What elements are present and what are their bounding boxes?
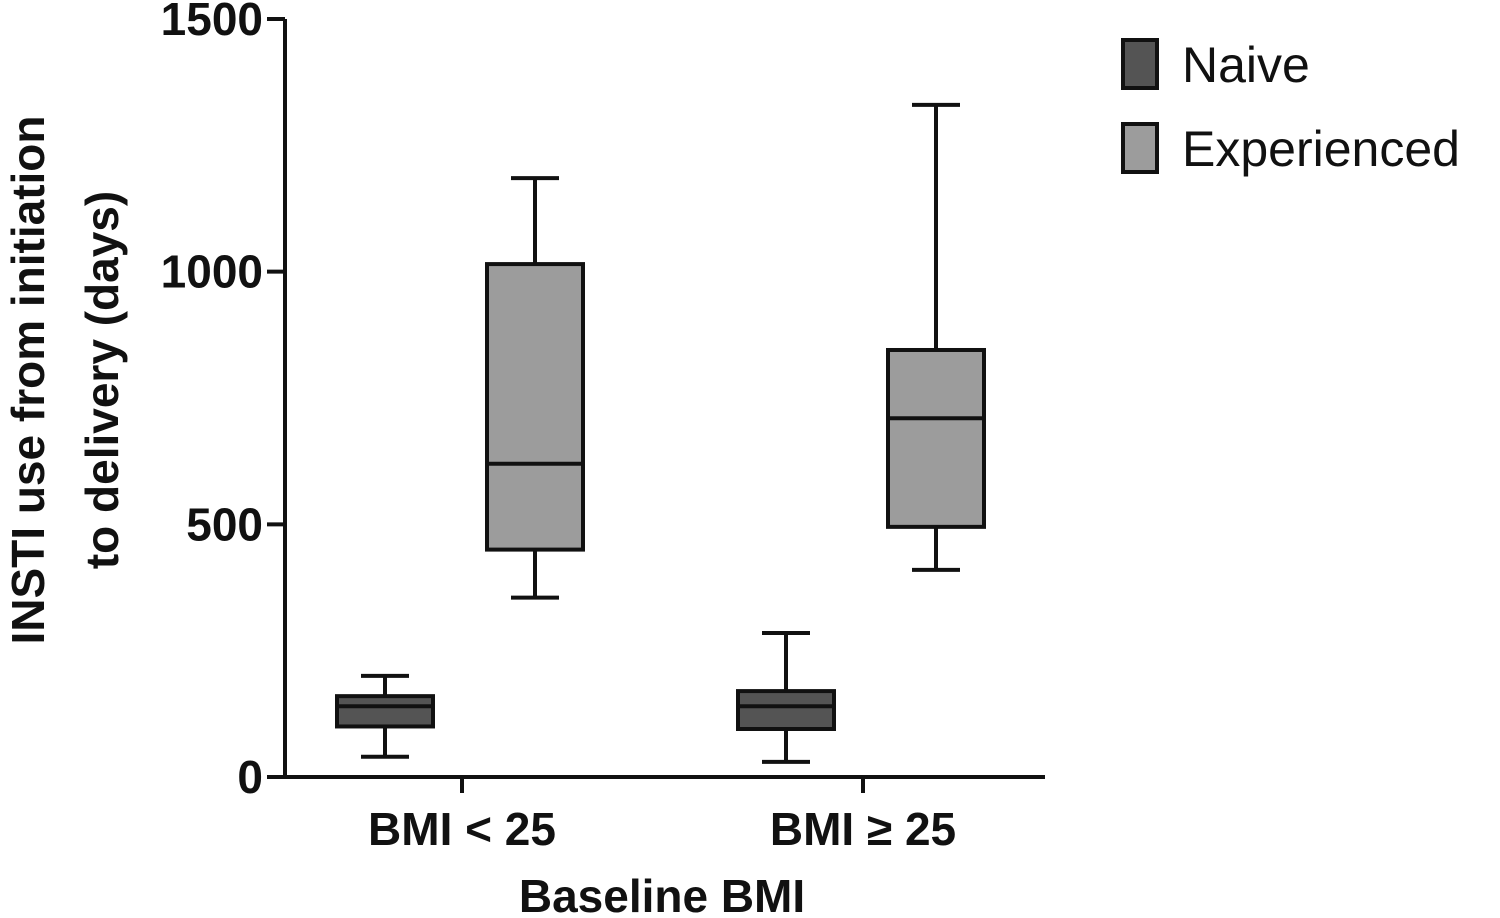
y-tick-label: 1500 bbox=[161, 0, 263, 45]
axes bbox=[283, 19, 1045, 779]
y-tick-label: 1000 bbox=[161, 246, 263, 298]
x-category-label: BMI < 25 bbox=[368, 803, 556, 855]
x-axis-categories: BMI < 25 BMI ≥ 25 bbox=[368, 777, 956, 855]
legend: Naive Experienced bbox=[1121, 37, 1460, 177]
legend-swatch-naive bbox=[1121, 38, 1159, 90]
y-axis-title: INSTI use from initiation to delivery (d… bbox=[2, 115, 128, 644]
box-iqr bbox=[335, 694, 435, 729]
legend-label-experienced: Experienced bbox=[1182, 121, 1460, 177]
box-series bbox=[335, 102, 986, 764]
y-axis-title-line-1: INSTI use from initiation bbox=[2, 115, 54, 644]
x-category-label: BMI ≥ 25 bbox=[770, 803, 956, 855]
y-tick-label: 0 bbox=[237, 751, 263, 803]
box-experienced-2 bbox=[886, 102, 986, 572]
y-axis-title-line-2: to delivery (days) bbox=[76, 191, 128, 569]
box-iqr bbox=[485, 262, 585, 552]
box-iqr bbox=[886, 347, 986, 529]
y-axis-ticks: 0 500 1000 1500 bbox=[161, 0, 285, 803]
box-naive-1 bbox=[335, 673, 435, 759]
x-axis-title: Baseline BMI bbox=[519, 870, 805, 918]
box-experienced-1 bbox=[485, 176, 585, 600]
legend-label-naive: Naive bbox=[1182, 37, 1310, 93]
legend-swatch-experienced bbox=[1121, 122, 1159, 174]
box-iqr bbox=[736, 689, 836, 731]
y-tick-label: 500 bbox=[186, 498, 263, 550]
box-naive-2 bbox=[736, 630, 836, 764]
